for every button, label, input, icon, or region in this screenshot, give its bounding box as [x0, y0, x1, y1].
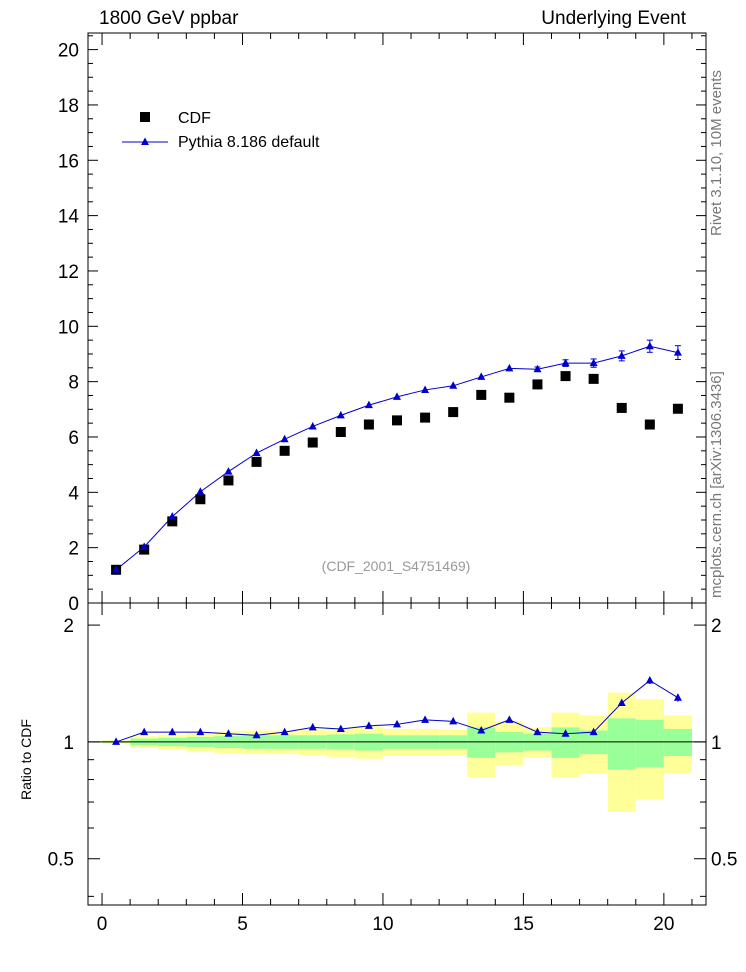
ratio-frame — [87, 602, 707, 906]
pythia-point — [589, 358, 598, 367]
ratio-band-inner — [607, 718, 636, 770]
ratio-band-inner — [663, 728, 692, 756]
main-panel: 0 2 4 6 8 10 12 14 16 18 20 (CDF_2001_S4751469) CDF P… — [58, 32, 707, 615]
x-tick-label: 5 — [237, 914, 248, 935]
cdf-point — [392, 415, 402, 426]
ratio-band-inner — [635, 719, 664, 768]
ratio-pythia-point — [477, 726, 486, 734]
cdf-point — [672, 403, 683, 414]
cdf-point — [588, 373, 599, 384]
ratio-pythia-point — [140, 727, 149, 736]
pythia-point — [364, 400, 373, 409]
ratio-pythia-point — [589, 727, 598, 736]
y-tick-label: 6 — [68, 428, 79, 449]
ratio-pythia-point — [393, 719, 401, 728]
cdf-point — [223, 475, 234, 486]
y-tick-label: 4 — [68, 483, 79, 504]
cdf-point — [448, 407, 459, 418]
ratio-y-tick-label: 0.5 — [48, 850, 74, 871]
cdf-point — [560, 371, 571, 382]
y-tick-label: 0 — [68, 594, 79, 615]
cdf-point — [167, 516, 178, 527]
pythia-point — [477, 372, 486, 380]
pythia-point — [336, 410, 345, 419]
cdf-point — [420, 412, 431, 423]
header-right-title: Underlying Event — [541, 8, 686, 29]
pythia-point — [140, 542, 149, 550]
legend-cdf-marker — [140, 112, 150, 122]
ratio-pythia-point — [617, 698, 626, 706]
y-tick-label: 16 — [58, 151, 79, 172]
x-tick-label: 20 — [653, 914, 674, 935]
y-tick-label: 14 — [58, 207, 80, 228]
y-tick-label: 8 — [68, 373, 79, 394]
cdf-point — [307, 437, 318, 448]
pythia-point — [196, 487, 205, 495]
pythia-point — [673, 348, 682, 356]
ratio-y-tick-label: 2 — [63, 616, 74, 637]
cdf-point — [476, 389, 487, 400]
y-tick-label: 20 — [58, 41, 79, 62]
ratio-pythia-point — [561, 729, 570, 737]
ratio-pythia-point — [336, 724, 345, 732]
ratio-y-tick-label: 2 — [711, 616, 722, 637]
ratio-pythia-point — [196, 727, 205, 736]
y-tick-label: 12 — [58, 262, 79, 283]
cdf-point — [616, 402, 627, 413]
ratio-pythia-point — [280, 727, 289, 736]
x-tick-label: 10 — [372, 914, 393, 935]
ratio-pythia-point — [505, 715, 514, 723]
analysis-id-label: (CDF_2001_S4751469) — [322, 558, 471, 574]
y-tick-label: 2 — [68, 539, 79, 560]
pythia-point — [561, 358, 570, 367]
ratio-y-tick-label: 0.5 — [711, 850, 737, 871]
cdf-point — [644, 419, 655, 430]
ratio-pythia-point — [364, 721, 373, 729]
cdf-point — [279, 445, 290, 456]
pythia-point — [645, 341, 654, 350]
pythia-point — [308, 421, 317, 430]
ratio-pythia-point — [168, 727, 177, 736]
header-left-title: 1800 GeV ppbar — [99, 8, 239, 29]
ratio-pythia-point — [421, 715, 430, 723]
legend-cdf-label: CDF — [178, 110, 211, 127]
pythia-point — [393, 392, 401, 400]
cdf-point — [532, 379, 543, 390]
ratio-panel: 0 5 10 15 20 0.5 0.5 1 1 2 2 — [48, 602, 737, 935]
cdf-point — [335, 427, 346, 437]
ratio-y-tick-label: 1 — [711, 733, 722, 754]
pythia-point — [617, 351, 626, 359]
pythia-point — [112, 565, 121, 573]
x-tick-label: 0 — [97, 914, 108, 935]
ratio-pythia-point — [449, 716, 458, 725]
y-tick-label: 18 — [58, 96, 79, 117]
ratio-pythia-point — [252, 730, 261, 739]
x-tick-label: 15 — [513, 914, 534, 935]
ratio-pythia-point — [645, 675, 654, 684]
ratio-pythia-point — [308, 722, 317, 731]
ratio-pythia-point — [673, 693, 682, 701]
pythia-point — [252, 448, 261, 457]
cdf-point — [195, 494, 206, 505]
pythia-point — [449, 381, 458, 389]
ratio-pythia-point — [533, 727, 542, 736]
pythia-point — [533, 364, 542, 373]
legend-pythia-label: Pythia 8.186 default — [178, 134, 320, 151]
ratio-pythia-point — [112, 737, 121, 745]
cdf-point — [363, 419, 374, 430]
pythia-point — [280, 434, 289, 443]
y-tick-label: 10 — [58, 317, 79, 338]
ratio-y-tick-label: 1 — [63, 733, 74, 754]
cdf-point — [251, 456, 262, 467]
pythia-point — [224, 467, 233, 475]
cdf-point — [504, 392, 515, 403]
pythia-point — [505, 363, 514, 372]
ratio-pythia-point — [224, 729, 233, 737]
legend-pythia-marker — [141, 137, 149, 145]
pythia-point — [421, 385, 430, 393]
pythia-point — [168, 512, 177, 520]
